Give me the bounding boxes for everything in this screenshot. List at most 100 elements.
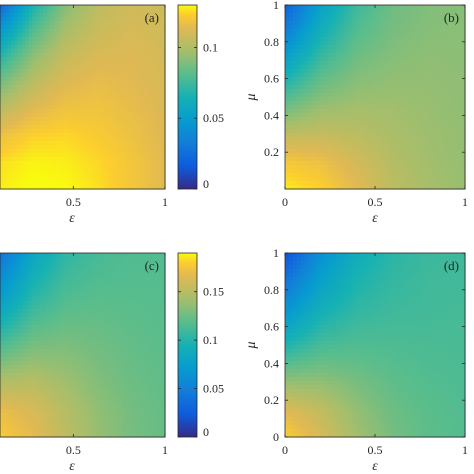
heatmap-cell bbox=[46, 29, 51, 34]
heatmap-cell bbox=[367, 77, 372, 82]
heatmap-cell bbox=[107, 73, 112, 78]
heatmap-cell bbox=[414, 65, 419, 70]
heatmap-cell bbox=[82, 121, 87, 126]
heatmap-cell bbox=[96, 65, 102, 70]
heatmap-cell bbox=[157, 261, 163, 266]
heatmap-cell bbox=[104, 145, 109, 150]
heatmap-cell bbox=[296, 149, 302, 154]
heatmap-cell bbox=[147, 153, 152, 158]
heatmap-cell bbox=[367, 45, 372, 50]
heatmap-cell bbox=[406, 121, 411, 126]
heatmap-cell bbox=[114, 93, 119, 98]
heatmap-cell bbox=[386, 137, 392, 142]
heatmap-cell bbox=[433, 149, 439, 154]
heatmap-cell bbox=[132, 77, 137, 82]
heatmap-cell bbox=[136, 293, 141, 298]
heatmap-cell bbox=[139, 125, 145, 130]
heatmap-cell bbox=[39, 17, 44, 22]
heatmap-cell bbox=[304, 109, 310, 114]
heatmap-cell bbox=[161, 65, 166, 70]
heatmap-cell bbox=[143, 281, 148, 286]
heatmap-cell bbox=[107, 21, 112, 26]
heatmap-cell bbox=[57, 177, 62, 182]
heatmap-cell bbox=[121, 257, 127, 262]
heatmap-cell bbox=[68, 61, 73, 66]
x-tick-label: 1 bbox=[462, 195, 468, 209]
heatmap-cell bbox=[107, 121, 112, 126]
heatmap-cell bbox=[132, 165, 137, 170]
heatmap-cell bbox=[288, 125, 294, 130]
heatmap-cell bbox=[143, 165, 148, 170]
heatmap-cell bbox=[316, 177, 321, 182]
heatmap-cell bbox=[304, 141, 310, 146]
heatmap-cell bbox=[10, 13, 15, 18]
heatmap-cell bbox=[86, 293, 91, 298]
heatmap-cell bbox=[328, 21, 333, 26]
heatmap-cell bbox=[39, 37, 44, 42]
heatmap-cell bbox=[414, 113, 419, 118]
heatmap-cell bbox=[78, 141, 84, 146]
heatmap-cell bbox=[453, 137, 458, 142]
heatmap-cell bbox=[46, 145, 51, 150]
heatmap-cell bbox=[100, 25, 105, 30]
heatmap-cell bbox=[150, 121, 155, 126]
heatmap-cell bbox=[453, 65, 458, 70]
heatmap-cell bbox=[60, 33, 66, 38]
heatmap-cell bbox=[7, 37, 12, 42]
heatmap-cell bbox=[46, 109, 51, 114]
heatmap-cell bbox=[7, 285, 12, 290]
heatmap-cell bbox=[143, 257, 148, 262]
heatmap-cell bbox=[437, 121, 443, 126]
heatmap-cell bbox=[86, 129, 91, 134]
heatmap-cell bbox=[129, 45, 134, 50]
heatmap-cell bbox=[60, 309, 66, 314]
heatmap-cell bbox=[100, 125, 105, 130]
heatmap-cell bbox=[129, 97, 134, 102]
heatmap-cell bbox=[129, 73, 134, 78]
heatmap-cell bbox=[457, 89, 462, 94]
heatmap-cell bbox=[406, 17, 411, 22]
heatmap-cell bbox=[339, 69, 345, 74]
heatmap-cell bbox=[154, 17, 159, 22]
heatmap-cell bbox=[461, 73, 466, 78]
heatmap-cell bbox=[453, 165, 458, 170]
heatmap-cell bbox=[437, 141, 443, 146]
heatmap-cell bbox=[378, 45, 384, 50]
heatmap-cell bbox=[441, 125, 447, 130]
heatmap-cell bbox=[363, 129, 368, 134]
heatmap-cell bbox=[382, 169, 388, 174]
heatmap-cell bbox=[394, 105, 400, 110]
heatmap-cell bbox=[429, 145, 435, 150]
heatmap-cell bbox=[17, 133, 23, 138]
heatmap-cell bbox=[347, 149, 353, 154]
heatmap-cell bbox=[0, 285, 5, 290]
heatmap-cell bbox=[429, 29, 435, 34]
heatmap-cell bbox=[114, 49, 119, 54]
heatmap-cell bbox=[107, 61, 112, 66]
heatmap-cell bbox=[312, 17, 317, 22]
heatmap-cell bbox=[111, 309, 116, 314]
heatmap-cell bbox=[441, 17, 447, 22]
heatmap-cell bbox=[32, 17, 37, 22]
heatmap-cell bbox=[50, 185, 55, 190]
heatmap-cell bbox=[378, 81, 384, 86]
heatmap-cell bbox=[125, 253, 130, 258]
heatmap-cell bbox=[441, 85, 447, 90]
heatmap-cell bbox=[449, 65, 454, 70]
heatmap-cell bbox=[410, 57, 415, 62]
heatmap-cell bbox=[296, 77, 302, 82]
heatmap-cell bbox=[324, 13, 329, 18]
heatmap-cell bbox=[35, 89, 41, 94]
heatmap-cell bbox=[150, 169, 155, 174]
heatmap-cell bbox=[386, 93, 392, 98]
heatmap-cell bbox=[93, 145, 98, 150]
heatmap-cell bbox=[296, 69, 302, 74]
heatmap-cell bbox=[312, 25, 317, 30]
heatmap-cell bbox=[71, 305, 76, 310]
heatmap-cell bbox=[111, 65, 116, 70]
heatmap-cell bbox=[359, 161, 364, 166]
heatmap-cell bbox=[351, 41, 357, 46]
heatmap-cell bbox=[461, 173, 466, 178]
heatmap-cell bbox=[57, 5, 62, 10]
heatmap-cell bbox=[60, 69, 66, 74]
